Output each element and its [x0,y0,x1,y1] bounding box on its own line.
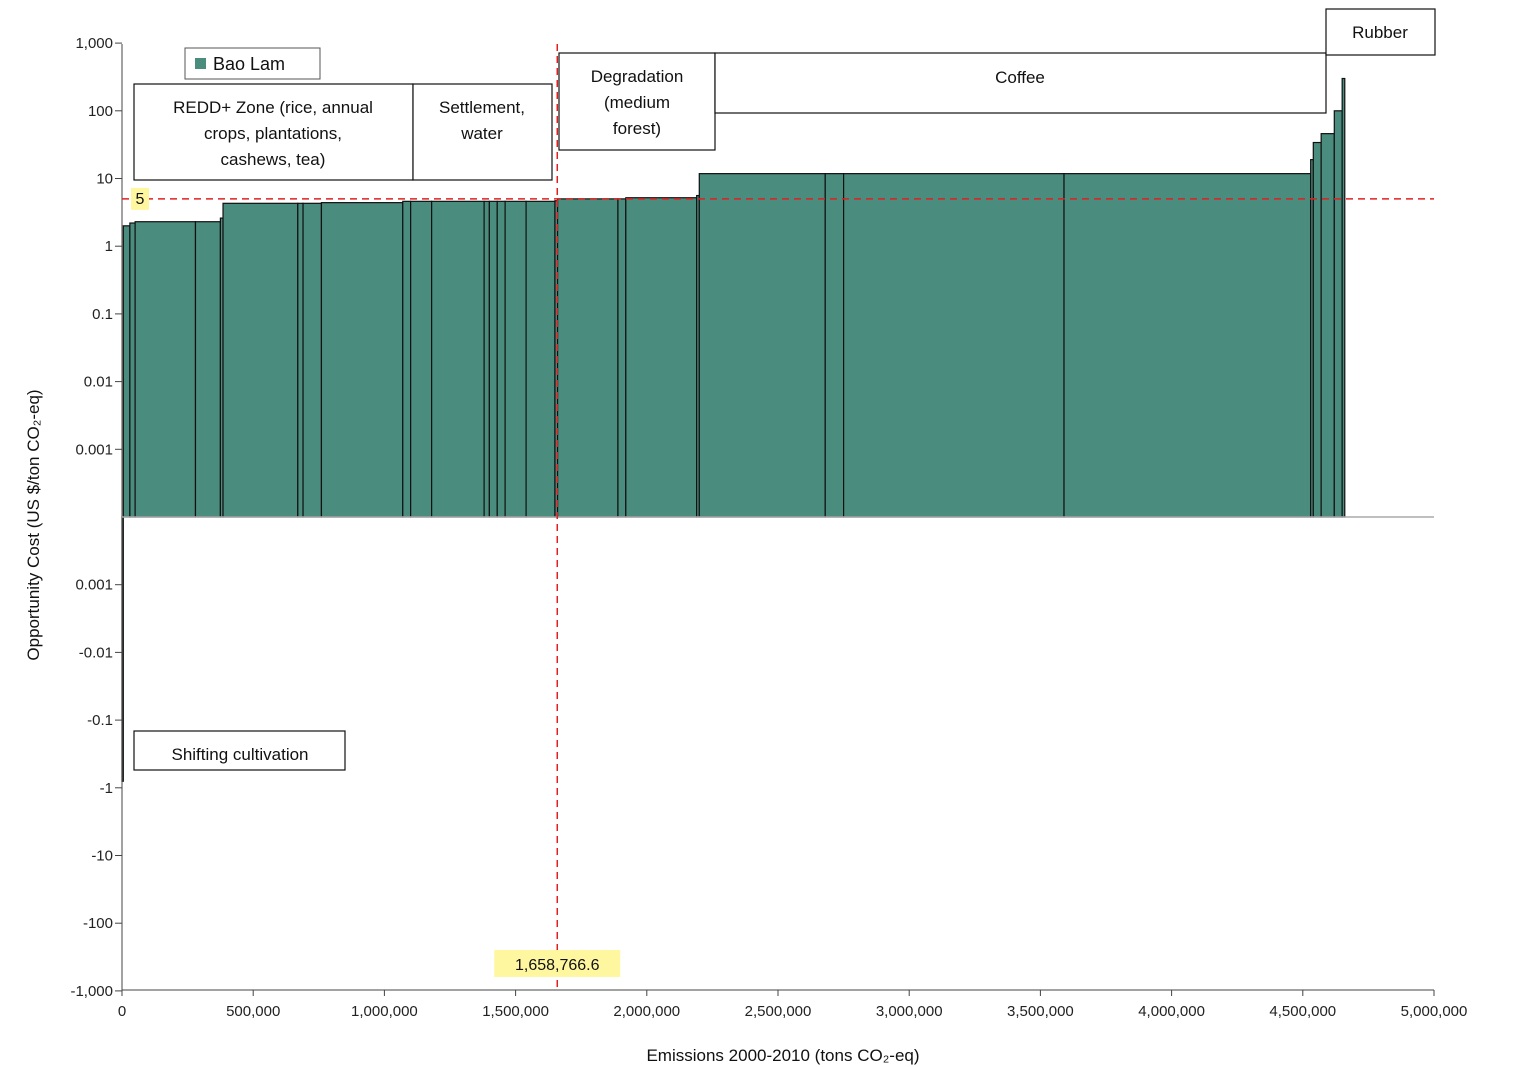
x-tick-label-3: 1,500,000 [482,1003,549,1020]
bar-30 [1333,110,1343,518]
ref-label-bg-horizontal [131,187,149,210]
annotation-coffee: Coffee [714,52,1327,114]
x-tick-label-9: 4,500,000 [1269,1003,1336,1020]
annotation-degradation: Degradation (medium forest) [558,52,716,151]
x-tick-label-10: 5,000,000 [1401,1003,1468,1020]
bar-23 [698,173,826,518]
ref-label-vertical: 1,658,766.6 [515,957,600,974]
bar-10 [402,200,412,518]
x-tick-label-7: 3,500,000 [1007,1003,1074,1020]
legend-box [184,47,321,80]
annotation-text-settlement-1: water [460,124,503,143]
x-axis-title: Emissions 2000-2010 (tons CO₂-eq) [646,1046,919,1065]
y-tick-label-4: 0.1 [92,306,113,323]
y-tick-label-1: 100 [88,103,113,120]
y-tick-label-13: -1,000 [70,983,113,1000]
annotation-text-redd-2: cashews, tea) [221,150,326,169]
annotation-shifting: Shifting cultivation [133,730,346,771]
bar-9 [320,202,404,518]
y-tick-label-10: -1 [100,780,113,797]
bar-15 [496,200,506,518]
bar-13 [483,200,490,518]
bar-6 [222,202,299,518]
annotation-redd: REDD+ Zone (rice, annual crops, plantatio… [133,83,414,181]
x-tick-label-5: 2,500,000 [745,1003,812,1020]
annotation-rubber: Rubber [1325,8,1436,56]
bar-20 [617,198,627,518]
annotation-settlement: Settlement, water [412,83,553,181]
annotation-box-settlement [412,83,553,181]
bars-layer [121,77,1346,782]
y-tick-label-6: 0.001 [75,441,113,458]
bar-4 [194,221,221,518]
y-tick-label-2: 10 [96,171,113,188]
annotation-text-degradation-0: Degradation [591,67,684,86]
annotation-text-shifting-0: Shifting cultivation [171,745,308,764]
reference-lines-layer: 5 1,658,766.6 [122,44,1434,990]
annotation-box-shifting [133,730,346,771]
bar-25 [842,173,1065,518]
legend: Bao Lam [184,47,321,80]
bar-12 [431,200,485,518]
bar-24 [824,173,845,518]
bar-8 [302,202,323,518]
annotation-text-coffee-0: Coffee [995,68,1045,87]
bar-21 [625,197,698,518]
bar-1 [122,225,131,518]
x-tick-label-8: 4,000,000 [1138,1003,1205,1020]
y-tick-label-3: 1 [105,238,113,255]
y-tick-label-7: 0.001 [75,577,113,594]
y-tick-label-11: -10 [91,848,113,865]
annotation-text-degradation-1: (medium [604,93,670,112]
annotation-box-degradation [558,52,716,151]
x-tick-label-4: 2,000,000 [613,1003,680,1020]
bar-31 [1341,77,1346,518]
annotation-text-degradation-2: forest) [613,119,661,138]
bar-7 [297,202,304,518]
annotation-text-redd-1: crops, plantations, [204,124,342,143]
ref-label-bg-vertical [494,950,621,977]
bar-2 [129,222,136,518]
x-tick-label-6: 3,000,000 [876,1003,943,1020]
axes-layer: 1,000 100 10 1 0.1 0.01 0.001 0.001 -0.01 -0.1 -1 -… [24,35,1467,1065]
annotation-box-coffee [714,52,1327,114]
annotation-text-settlement-0: Settlement, [439,98,525,117]
bar-17 [525,200,556,518]
x-tick-label-1: 500,000 [226,1003,280,1020]
y-tick-label-12: -100 [83,915,113,932]
y-tick-label-8: -0.01 [79,644,113,661]
bar-3 [134,221,197,518]
annotations-layer: REDD+ Zone (rice, annual crops, plantatio… [133,8,1436,771]
bar-19 [556,198,619,518]
x-tick-label-0: 0 [118,1003,126,1020]
legend-label: Bao Lam [213,54,285,74]
y-tick-label-5: 0.01 [84,374,113,391]
y-tick-label-0: 1,000 [75,35,113,52]
ref-label-horizontal: 5 [136,191,145,208]
annotation-text-rubber-0: Rubber [1352,23,1408,42]
y-tick-label-9: -0.1 [87,712,113,729]
x-tick-label-2: 1,000,000 [351,1003,418,1020]
annotation-text-redd-0: REDD+ Zone (rice, annual [173,98,373,117]
y-axis-title: Opportunity Cost (US $/ton CO₂-eq) [24,389,43,660]
legend-swatch [195,58,206,69]
bar-16 [504,200,527,518]
bar-14 [488,200,498,518]
bar-29 [1320,133,1335,518]
annotation-box-rubber [1325,8,1436,56]
bar-26 [1063,173,1312,518]
bar-11 [410,200,433,518]
